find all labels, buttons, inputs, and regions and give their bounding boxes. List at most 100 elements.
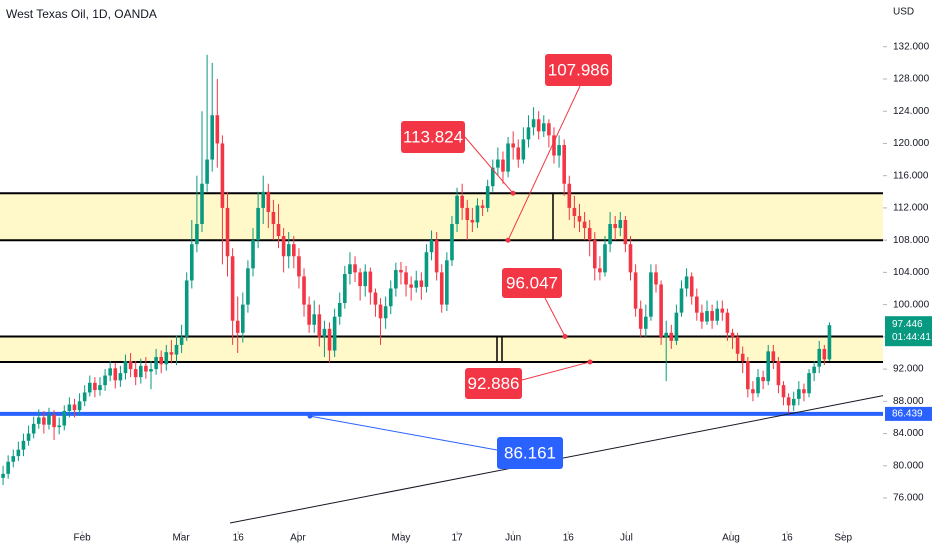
annotation-pointer [544,297,566,337]
candle-body [521,139,526,160]
candle-body [348,264,352,274]
candle-body [394,269,398,289]
x-tick-label: Mar [172,533,190,544]
candle-body [373,292,378,305]
candle-body [322,328,327,337]
x-tick-label: 17 [451,533,463,544]
x-tick-label: 16 [563,533,575,544]
candle-body [256,207,260,241]
candle-body [603,244,607,273]
annotation-box [401,121,465,153]
candle-body [368,271,373,293]
candle-body [460,195,464,208]
annotation-label: 113.824 [403,127,463,146]
candle-body [797,389,801,399]
candle-body [292,244,296,257]
annotation-box [497,437,563,469]
candle-body [108,368,112,376]
candle-body [822,348,827,360]
annotation-anchor [505,237,511,243]
candle-body [475,205,480,223]
candle-body [169,352,174,355]
candle-body [547,123,551,136]
x-tick-label: 16 [233,533,245,544]
candle-body [689,276,694,297]
candle-body [235,320,240,333]
candle-body [281,236,286,257]
candle-body [531,119,536,128]
candle-body [679,288,684,313]
candle-body [190,244,194,281]
candle-body [246,268,250,305]
candle-body [409,284,413,288]
candle-body [756,377,760,394]
candle-body [465,207,470,220]
candle-body [36,417,41,424]
candle-body [123,361,128,374]
candle-body [776,361,781,386]
candle-body [388,288,393,307]
candle-body [684,276,689,289]
candle-body [710,311,714,321]
candle-body [628,244,633,273]
candle-body [802,389,806,394]
candle-body [526,127,531,140]
candle-body [276,224,281,237]
y-tick-label: 124.000 [893,106,930,117]
candle-body [210,115,215,160]
candle-body [445,260,449,305]
annotation-anchor [562,333,568,339]
candle-body [506,143,510,172]
y-tick-label: 88.000 [893,396,924,407]
candle-body [582,221,587,229]
y-tick-label: 84.000 [893,428,924,439]
candle-body [205,159,209,184]
support-tag-label: 86.439 [892,409,923,420]
x-tick-label: Sep [834,533,852,544]
x-tick-label: Apr [290,533,306,544]
candle-body [674,312,679,341]
candle-body [817,348,822,367]
candle-body [67,404,72,411]
candle-body [98,385,102,391]
candle-body [261,191,266,208]
candle-body [118,373,123,381]
candle-body [230,256,235,321]
candle-body [195,224,199,245]
candle-body [103,375,107,386]
plot [0,54,884,524]
annotation: 113.824 [401,121,516,196]
candle-body [552,135,556,156]
candle-body [77,401,82,411]
annotation-pointer [521,361,591,381]
zone [0,193,883,241]
candle-body [725,312,730,333]
annotation-box [545,54,612,86]
annotation-label: 96.047 [506,273,558,292]
candle-body [266,191,271,212]
y-tick-label: 92.000 [893,364,924,375]
annotation-label: 92.886 [468,374,520,393]
candle-body [587,228,592,241]
y-tick-label: 104.000 [893,267,930,278]
candle-body [516,147,521,160]
candle-body [654,272,658,285]
candle-body [47,415,51,425]
candle-body [179,336,184,345]
candle-body [1,473,5,478]
candle-body [496,159,500,168]
candle-body [434,240,439,273]
candle-body [536,119,541,132]
candle-body [592,240,597,269]
candle-body [21,440,26,450]
candle-body [128,361,133,370]
candle-body [740,353,745,362]
candle-body [62,410,67,426]
candle-body [52,415,56,428]
candle-body [562,145,566,184]
candle-body [567,183,572,208]
candle-body [215,115,220,144]
candle-body [159,356,163,365]
candle-body [399,269,403,273]
